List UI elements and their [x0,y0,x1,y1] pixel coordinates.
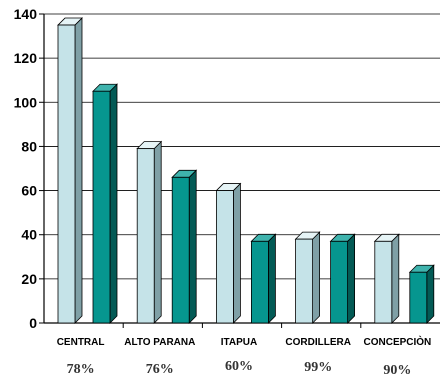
bar-side [74,17,83,324]
bar [92,90,111,324]
bar [295,238,314,324]
x-tick-labels: CENTRAL ALTO PARANA ITAPUA CORDILLERA CONCEP… [57,335,432,348]
bar-side [188,169,197,324]
bars [57,17,435,324]
bar [250,240,269,324]
y-tick-label: 100 [14,94,38,110]
bar-side [312,231,321,324]
x-tick-label: CENTRAL [57,337,105,348]
bar [409,271,428,324]
bar [215,190,234,324]
bar-side [232,182,241,324]
x-tick-label: CORDILLERA [285,337,351,348]
data-label: 99% [304,360,332,375]
bar-side [153,140,162,324]
y-tick-label: 140 [14,6,38,22]
y-tick-label: 120 [14,50,38,66]
data-label: 90% [383,363,411,377]
y-tick-label: 80 [21,138,37,154]
data-label: 76% [146,362,174,377]
y-tick-label: 20 [21,271,37,287]
x-tick-label: ALTO PARANA [124,337,195,348]
data-label: 78% [67,362,95,377]
x-tick-label: CONCEPCIÒN [364,335,432,348]
bar-side [347,233,356,324]
bar-side [391,233,400,324]
bar [330,240,349,324]
y-tick-label: 40 [21,227,37,243]
bar [136,148,155,324]
bar-side [267,233,276,324]
bar [57,24,76,324]
bar-side [109,83,118,324]
x-tick-label: ITAPUA [221,337,257,348]
bar-side [426,264,435,324]
y-tick-label: 0 [29,315,37,331]
y-tick-labels: 0 20 40 60 80 100 120 140 [14,6,38,331]
data-label: 60% [225,359,253,374]
y-tick-label: 60 [21,183,37,199]
percentage-annotations: 78% 76% 60% 99% 90% [67,359,412,377]
bar [171,176,190,324]
bar [374,240,393,324]
